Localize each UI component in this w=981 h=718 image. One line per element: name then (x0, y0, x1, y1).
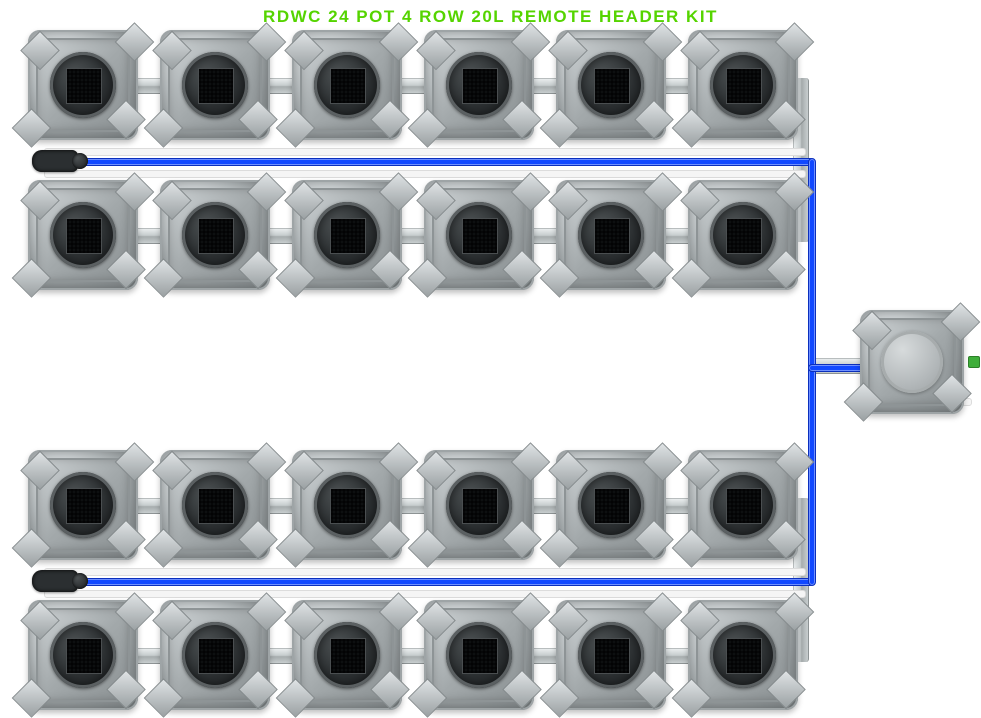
pot-7 (28, 180, 138, 290)
pot-19 (28, 600, 138, 710)
white-tube-1 (44, 170, 806, 178)
white-tube-0 (44, 148, 806, 156)
pot-20 (160, 600, 270, 710)
pot-16 (424, 450, 534, 560)
grey-pipe-h-1 (34, 228, 794, 244)
grey-pipe-h-2 (34, 498, 794, 514)
pot-2 (160, 30, 270, 140)
header-tank (860, 310, 964, 414)
pot-9 (292, 180, 402, 290)
pump-1 (32, 570, 78, 592)
pot-21 (292, 600, 402, 710)
pot-6 (688, 30, 798, 140)
pot-23 (556, 600, 666, 710)
pot-11 (556, 180, 666, 290)
pump-0 (32, 150, 78, 172)
pot-10 (424, 180, 534, 290)
pot-22 (424, 600, 534, 710)
pot-17 (556, 450, 666, 560)
header-nozzle (968, 356, 980, 368)
pot-24 (688, 600, 798, 710)
pot-4 (424, 30, 534, 140)
pot-18 (688, 450, 798, 560)
pot-8 (160, 180, 270, 290)
grey-pipe-h-0 (34, 78, 794, 94)
blue-tube-h-0 (82, 158, 814, 166)
blue-tube-h-1 (82, 578, 814, 586)
white-tube-2 (44, 568, 806, 576)
grey-pipe-h-3 (34, 648, 794, 664)
white-tube-3 (44, 590, 806, 598)
pot-15 (292, 450, 402, 560)
pot-14 (160, 450, 270, 560)
blue-tube-v-0 (808, 158, 816, 586)
pot-5 (556, 30, 666, 140)
pot-13 (28, 450, 138, 560)
diagram-stage: RDWC 24 POT 4 ROW 20L REMOTE HEADER KIT (0, 0, 981, 700)
diagram-title: RDWC 24 POT 4 ROW 20L REMOTE HEADER KIT (0, 7, 981, 27)
pot-3 (292, 30, 402, 140)
pot-1 (28, 30, 138, 140)
pot-12 (688, 180, 798, 290)
